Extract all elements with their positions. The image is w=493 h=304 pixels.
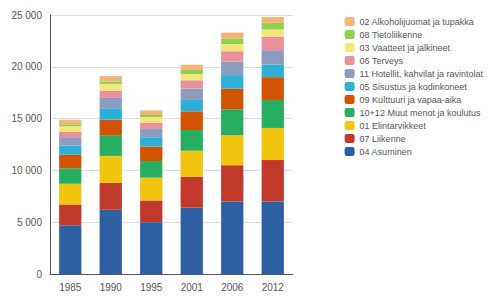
svg-text:04 Asuminen: 04 Asuminen — [360, 147, 412, 157]
svg-text:2001: 2001 — [181, 282, 204, 293]
svg-text:02 Alkoholijuomat ja tupakka: 02 Alkoholijuomat ja tupakka — [360, 17, 474, 27]
svg-text:25 000: 25 000 — [11, 10, 42, 21]
svg-text:09 Kulttuuri ja vapaa-aika: 09 Kulttuuri ja vapaa-aika — [360, 95, 462, 105]
svg-text:08 Tietoliikenne: 08 Tietoliikenne — [360, 30, 423, 40]
svg-text:2006: 2006 — [221, 282, 244, 293]
svg-text:2012: 2012 — [262, 282, 285, 293]
svg-text:06 Terveys: 06 Terveys — [360, 56, 404, 66]
svg-text:07 Liikenne: 07 Liikenne — [360, 134, 406, 144]
svg-text:11 Hotellit, kahvilat ja ravin: 11 Hotellit, kahvilat ja ravintolat — [360, 69, 484, 79]
svg-text:03 Vaatteet ja jalkineet: 03 Vaatteet ja jalkineet — [360, 43, 451, 53]
svg-text:1990: 1990 — [100, 282, 123, 293]
svg-text:20 000: 20 000 — [11, 61, 42, 72]
svg-text:1985: 1985 — [59, 282, 82, 293]
svg-text:05 Sisustus ja kodinkoneet: 05 Sisustus ja kodinkoneet — [360, 82, 468, 92]
svg-text:01 Elintarvikkeet: 01 Elintarvikkeet — [360, 121, 427, 131]
svg-text:0: 0 — [36, 269, 42, 280]
svg-text:15 000: 15 000 — [11, 113, 42, 124]
svg-text:10 000: 10 000 — [11, 165, 42, 176]
svg-text:5 000: 5 000 — [17, 217, 42, 228]
svg-text:10+12 Muut menot ja koulutus: 10+12 Muut menot ja koulutus — [360, 108, 481, 118]
svg-text:1995: 1995 — [140, 282, 163, 293]
